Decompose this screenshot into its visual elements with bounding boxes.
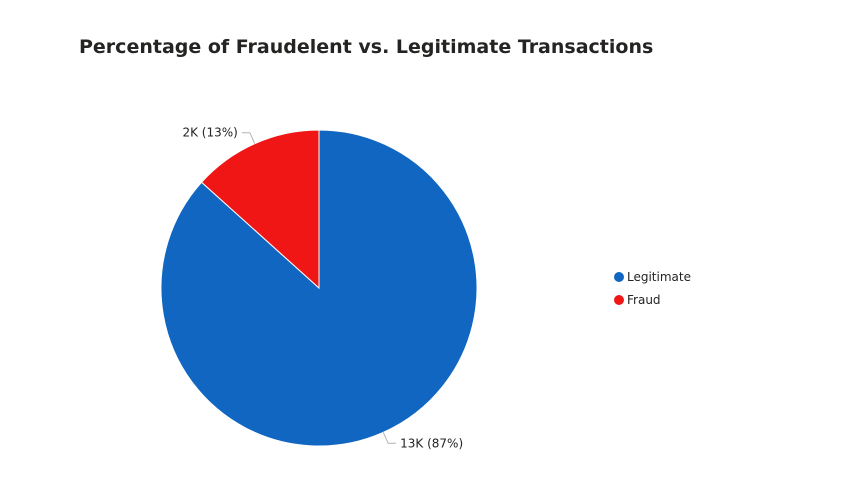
legend-label-legitimate: Legitimate [627, 270, 691, 284]
legend-item-fraud[interactable]: Fraud [614, 292, 691, 308]
leader-line-legitimate [382, 432, 397, 444]
legend-item-legitimate[interactable]: Legitimate [614, 269, 691, 285]
pie-slices [160, 129, 478, 447]
data-label-fraud: 2K (13%) [182, 126, 237, 140]
legend: Legitimate Fraud [614, 269, 691, 315]
legend-marker-fraud [614, 295, 624, 305]
leader-lines [241, 132, 397, 444]
pie-slice-fraud[interactable] [200, 129, 320, 290]
data-labels: 13K (87%) 2K (13%) [182, 126, 463, 451]
legend-marker-legitimate [614, 272, 624, 282]
legend-label-fraud: Fraud [627, 293, 661, 307]
data-label-legitimate: 13K (87%) [400, 436, 463, 450]
chart-title: Percentage of Fraudelent vs. Legitimate … [79, 36, 654, 58]
leader-line-fraud [241, 132, 256, 144]
